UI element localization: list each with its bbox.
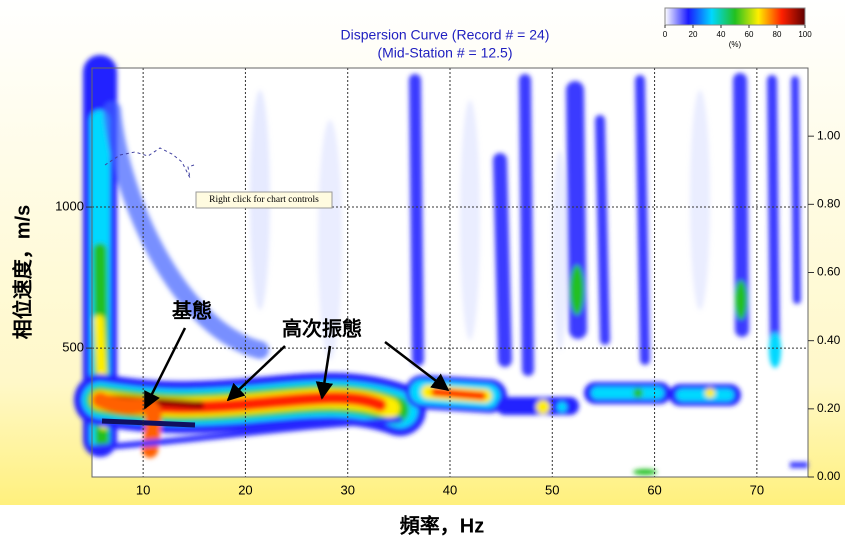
colorbar-unit: (%) xyxy=(729,40,742,49)
y2-tick-label: 1.00 xyxy=(817,128,841,142)
y-axis-label: 相位速度，m/s xyxy=(10,205,34,339)
x-tick-label: 70 xyxy=(750,482,764,497)
x-axis-label: 頻率，Hz xyxy=(400,513,484,537)
colorbar-tick-label: 100 xyxy=(798,30,812,39)
colorbar-tick-label: 80 xyxy=(773,30,782,39)
x-tick-label: 40 xyxy=(443,482,457,497)
y2-tick-label: 0.80 xyxy=(817,197,841,211)
colorbar-tick-label: 60 xyxy=(745,30,754,39)
x-tick-label: 50 xyxy=(545,482,559,497)
y2-tick-label: 0.00 xyxy=(817,469,841,483)
x-tick-label: 10 xyxy=(136,482,150,497)
x-tick-label: 30 xyxy=(340,482,354,497)
chart-title: Dispersion Curve (Record # = 24) xyxy=(341,27,550,43)
y2-tick-label: 0.20 xyxy=(817,401,841,415)
page: {"chart_data": { "type": "dispersion-ima… xyxy=(0,0,845,545)
colorbar xyxy=(665,8,805,25)
tooltip: Right click for chart controls xyxy=(209,194,319,205)
colorbar-tick-label: 40 xyxy=(717,30,726,39)
y-tick-label: 1000 xyxy=(55,198,84,213)
chart-subtitle: (Mid-Station # = 12.5) xyxy=(377,45,512,61)
x-tick-label: 20 xyxy=(238,482,252,497)
colorbar-tick-label: 0 xyxy=(663,30,668,39)
chart: Right click for chart controls Dispersio… xyxy=(0,0,845,545)
y2-tick-label: 0.40 xyxy=(817,333,841,347)
x-tick-label: 60 xyxy=(647,482,661,497)
annotation: 基態 xyxy=(172,298,212,322)
y2-tick-label: 0.60 xyxy=(817,265,841,279)
colorbar-tick-label: 20 xyxy=(689,30,698,39)
annotation: 高次振態 xyxy=(282,316,362,340)
y-tick-label: 500 xyxy=(62,340,84,355)
